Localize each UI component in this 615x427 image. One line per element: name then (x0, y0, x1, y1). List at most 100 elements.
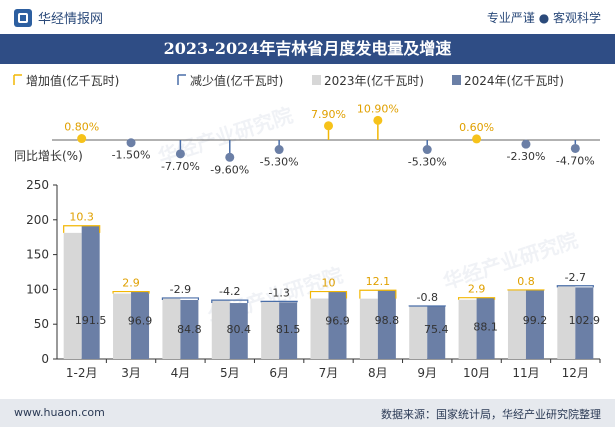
growth-point (77, 134, 87, 144)
increase-marker (457, 297, 496, 300)
bar-2024-value-label: 98.8 (375, 314, 400, 327)
decrease-marker (556, 285, 594, 288)
bar-2023 (458, 299, 477, 359)
legend-2024-swatch (452, 75, 461, 85)
bar-2023 (162, 297, 181, 359)
legend-label: 2024年(亿千瓦时) (464, 73, 564, 88)
growth-point (126, 138, 136, 148)
brand: 华经情报网 (14, 8, 103, 27)
x-tick-label: 10月 (463, 366, 490, 380)
bar-2023 (310, 298, 329, 359)
increase-marker (507, 289, 545, 291)
y-tick-label: 150 (26, 248, 49, 262)
x-tick-label: 12月 (562, 366, 589, 380)
bar-2024 (131, 291, 150, 359)
decrease-marker (260, 300, 298, 303)
bar-2024-value-label: 191.5 (75, 314, 107, 327)
bar-2024 (328, 291, 347, 359)
growth-label: 0.60% (459, 121, 494, 134)
growth-label: 7.90% (311, 108, 346, 121)
growth-label: -5.30% (260, 156, 299, 169)
growth-point (521, 139, 531, 149)
bar-2024-value-label: 81.5 (276, 323, 301, 336)
change-label: 0.8 (517, 275, 535, 288)
bar-2023 (211, 300, 230, 359)
bar-2023 (409, 305, 428, 359)
decrease-marker (408, 305, 446, 307)
growth-label: -7.70% (161, 160, 200, 173)
bar-2023 (113, 293, 132, 359)
x-tick-label: 11月 (512, 366, 539, 380)
bar-2024-value-label: 99.2 (523, 314, 548, 327)
legend-label: 减少值(亿千瓦时) (190, 73, 283, 88)
growth-axis-label: 同比增长(%) (14, 149, 83, 163)
growth-point (175, 149, 185, 159)
x-tick-label: 4月 (171, 366, 191, 380)
change-label: 12.1 (366, 275, 391, 288)
change-label: -2.9 (170, 283, 191, 296)
bar-2024 (229, 303, 248, 359)
bar-2024-value-label: 84.8 (177, 323, 202, 336)
x-tick-label: 9月 (417, 366, 437, 380)
bar-2024-value-label: 80.4 (227, 323, 252, 336)
bar-2024 (427, 306, 446, 359)
decrease-marker (211, 299, 249, 304)
x-tick-label: 5月 (220, 366, 240, 380)
legend-2023-swatch (312, 75, 321, 85)
growth-point (570, 143, 580, 153)
brand-logo-icon (14, 8, 32, 27)
data-source: 数据来源：国家统计局，华经产业研究院整理 (381, 408, 601, 421)
bar-2024 (575, 287, 594, 359)
growth-label: 10.90% (357, 102, 399, 115)
increase-marker (63, 225, 101, 233)
bar-2024-value-label: 96.9 (128, 315, 153, 328)
bar-2024-value-label: 102.9 (569, 314, 601, 327)
change-label: 2.9 (122, 277, 140, 290)
legend-label: 增加值(亿千瓦时) (26, 73, 119, 88)
growth-point (472, 134, 482, 144)
increase-marker (309, 290, 348, 299)
brand-name: 华经情报网 (38, 12, 104, 27)
bar-2024 (279, 302, 298, 359)
bar-2024-value-label: 75.4 (424, 323, 449, 336)
bar-2023 (557, 285, 576, 359)
bar-2023 (507, 290, 526, 359)
increase-marker (112, 290, 150, 294)
bar-2023 (359, 298, 378, 359)
change-label: -1.3 (268, 286, 289, 299)
x-tick-label: 7月 (319, 366, 339, 380)
legend-decrease-swatch (177, 74, 186, 85)
bar-2024 (180, 299, 199, 359)
change-label: 10.3 (69, 211, 94, 224)
growth-point (274, 145, 284, 155)
x-tick-label: 3月 (121, 366, 141, 380)
growth-label: -4.70% (556, 154, 595, 167)
growth-label: -1.50% (112, 149, 151, 162)
footer: www.huaon.com 数据来源：国家统计局，华经产业研究院整理 (0, 399, 615, 427)
bar-2023 (261, 301, 280, 359)
bar-2024 (476, 297, 495, 359)
bar-2024 (81, 225, 100, 359)
legend-increase-swatch (13, 74, 22, 85)
increase-marker (359, 289, 397, 299)
bar-2024-value-label: 88.1 (473, 321, 498, 334)
legend-label: 2023年(亿千瓦时) (324, 73, 424, 88)
change-label: -0.8 (416, 291, 437, 304)
x-tick-label: 6月 (269, 366, 289, 380)
tagline: 专业严谨 ● 客观科学 (486, 11, 601, 25)
growth-label: -9.60% (210, 163, 249, 176)
website-link[interactable]: www.huaon.com (14, 406, 105, 419)
bar-2024 (377, 290, 396, 359)
growth-label: -2.30% (506, 150, 545, 163)
change-label: -4.2 (219, 285, 240, 298)
top-bar: 华经情报网 专业严谨 ● 客观科学 (0, 0, 615, 34)
growth-label: 0.80% (64, 121, 99, 134)
bar-2024-value-label: 96.9 (325, 315, 350, 328)
y-tick-label: 200 (26, 213, 49, 227)
y-tick-label: 0 (41, 352, 49, 366)
x-tick-label: 8月 (368, 366, 388, 380)
growth-point (422, 145, 432, 155)
change-label: -2.7 (565, 271, 586, 284)
y-tick-label: 250 (26, 178, 49, 192)
bar-2024 (525, 289, 544, 359)
